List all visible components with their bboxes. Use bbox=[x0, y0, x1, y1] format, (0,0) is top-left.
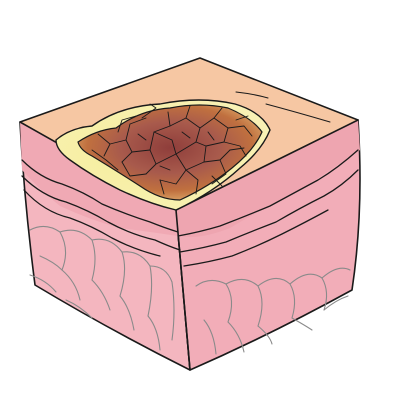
right-vessel-network bbox=[195, 267, 351, 355]
right-layer-lines bbox=[177, 149, 359, 267]
left-vessel-network bbox=[29, 225, 175, 351]
surface-texture-lines bbox=[235, 91, 331, 123]
wound-bed bbox=[77, 104, 263, 201]
wound-crust-cracks bbox=[91, 103, 253, 195]
right-epidermis-band bbox=[176, 120, 360, 237]
front-vertical-edge bbox=[175, 209, 191, 371]
left-layer-lines bbox=[21, 159, 181, 257]
